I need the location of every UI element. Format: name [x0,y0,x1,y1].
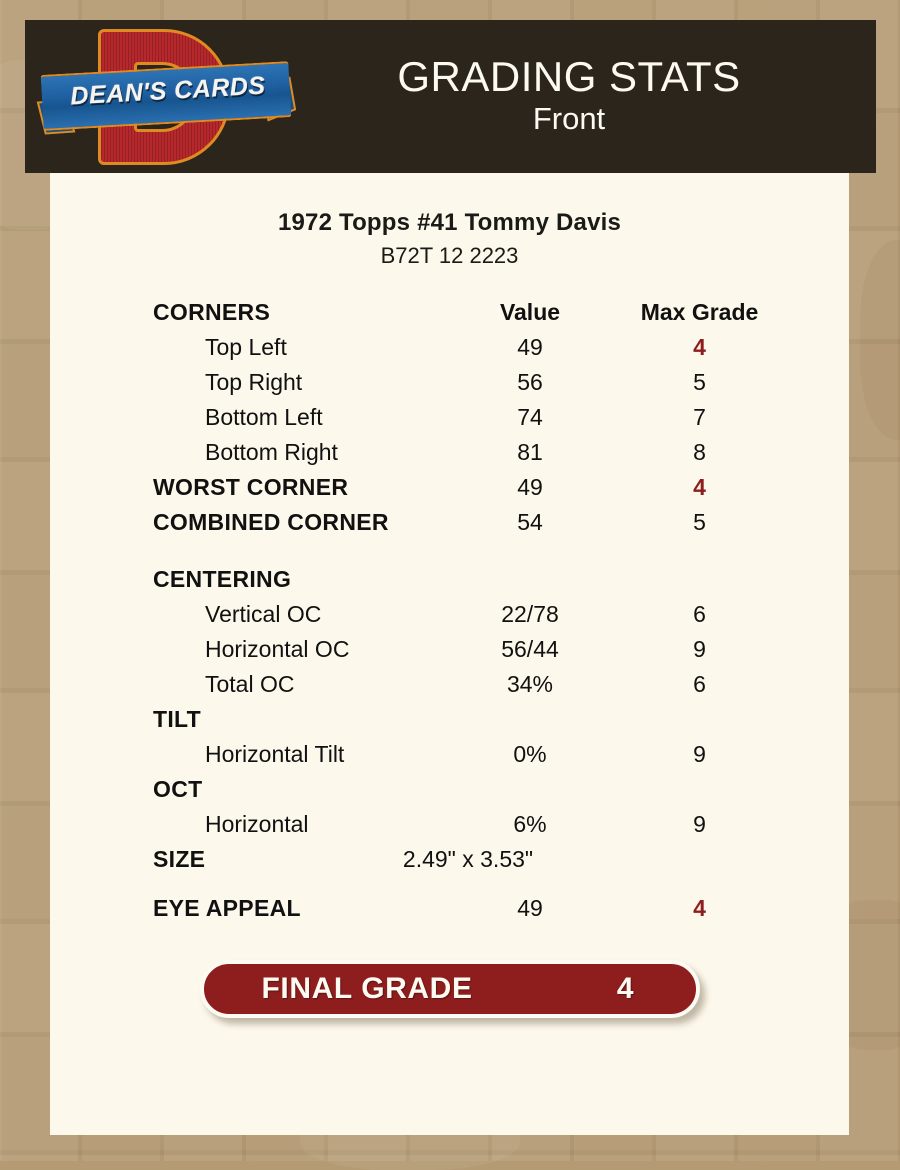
stat-row: Horizontal 6% 9 [153,811,794,846]
stat-row: CORNERS Value Max Grade [153,299,794,334]
stat-value: 49 [517,334,543,360]
stat-row: COMBINED CORNER 54 5 [153,509,794,544]
stat-row: Horizontal OC 56/44 9 [153,636,794,671]
final-grade-value: 4 [616,972,634,1005]
stat-label: Top Right [205,369,303,395]
stat-value: 56 [517,369,543,395]
stat-max-grade: 4 [693,334,706,360]
stat-row: Top Left 49 4 [153,334,794,369]
stat-max-grade: 5 [693,509,706,535]
stat-max-grade: 4 [693,895,706,921]
stat-row: Horizontal Tilt 0% 9 [153,741,794,776]
stat-label: TILT [153,706,202,732]
stat-row: Total OC 34% 6 [153,671,794,706]
stat-label: Top Left [205,334,287,360]
stat-value: 34% [506,671,554,697]
background-decoration [860,240,900,440]
stat-label: Total OC [205,671,295,697]
stat-value: 2.49" x 3.53" [402,846,534,872]
final-grade-badge: FINAL GRADE 4 [199,960,700,1018]
stat-label: CORNERS [153,299,271,325]
stat-max-grade: 8 [693,439,706,465]
stat-label: Horizontal Tilt [205,741,345,767]
stat-row: Bottom Left 74 7 [153,404,794,439]
stat-max-grade: 7 [693,404,706,430]
final-grade-section: FINAL GRADE 4 [50,960,849,1018]
card-title: 1972 Topps #41 Tommy Davis [277,209,622,236]
column-header-value: Value [499,299,561,325]
stat-row: TILT [153,706,794,741]
stat-label: Vertical OC [205,601,322,627]
grading-stats-table: CORNERS Value Max Grade Top Left 49 4 Top Righ… [50,299,849,930]
stat-max-grade: 9 [693,741,706,767]
card-identifier: B72T 12 2223 [380,243,519,268]
stat-row: Bottom Right 81 8 [153,439,794,474]
stat-row: SIZE 2.49" x 3.53" [153,846,794,881]
stat-label: Horizontal OC [205,636,350,662]
stat-value: 22/78 [501,601,559,627]
stat-max-grade: 5 [693,369,706,395]
stat-value: 74 [517,404,543,430]
page-header: DEAN'S CARDS GRADING STATS Front [25,20,876,173]
stat-label: CENTERING [153,566,292,592]
stat-max-grade: 9 [693,811,706,837]
stat-row: CENTERING [153,566,794,601]
stat-value: 6% [513,811,547,837]
page-subtitle: Front [532,100,606,136]
content-panel: 1972 Topps #41 Tommy Davis B72T 12 2223 … [50,173,849,1135]
stat-label: EYE APPEAL [153,895,301,921]
stat-value: 49 [517,474,543,500]
stat-value: 81 [517,439,543,465]
stat-label: COMBINED CORNER [153,509,389,535]
row-spacer [153,544,794,566]
stat-label: Horizontal [205,811,309,837]
column-header-max-grade: Max Grade [640,299,759,325]
stat-row: WORST CORNER 49 4 [153,474,794,509]
stat-label: Bottom Left [205,404,323,430]
stat-max-grade: 9 [693,636,706,662]
page-title: GRADING STATS [397,53,741,101]
stat-value: 54 [517,509,543,535]
stat-row: Top Right 56 5 [153,369,794,404]
stat-value: 0% [513,741,547,767]
stat-value: 49 [517,895,543,921]
stat-label: WORST CORNER [153,474,349,500]
stat-max-grade: 6 [693,601,706,627]
stat-label: Bottom Right [205,439,338,465]
stat-max-grade: 4 [693,474,706,500]
header-title-group: GRADING STATS Front [302,54,876,138]
stat-row: EYE APPEAL 49 4 [153,895,794,930]
stat-label: OCT [153,776,203,802]
deans-cards-logo-icon: DEAN'S CARDS [36,22,302,172]
stat-row: OCT [153,776,794,811]
row-spacer [153,881,794,895]
final-grade-label: FINAL GRADE [261,972,473,1005]
stat-value: 56/44 [501,636,559,662]
stat-max-grade: 6 [693,671,706,697]
stat-row: Vertical OC 22/78 6 [153,601,794,636]
